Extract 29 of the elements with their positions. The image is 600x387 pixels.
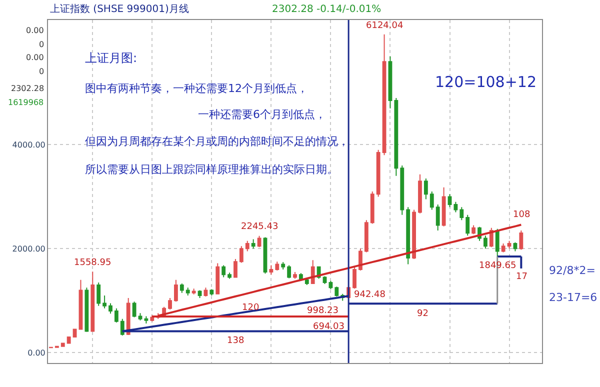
annotation: 但因为月周都存在某个月或周的内部时间不足的情况，	[85, 135, 349, 148]
annotation: 120=108+12	[435, 73, 536, 91]
annotation: 17	[516, 272, 528, 282]
y-tick-label: 2000.00	[12, 244, 46, 254]
text: 0	[39, 40, 44, 49]
annotation: 所以需要从日图上跟踪同样原理推算出的实际日期。	[85, 163, 338, 176]
annotation: 一种还需要6个月到低点，	[198, 108, 326, 121]
text: 23-17=6	[549, 291, 598, 304]
annotation: 942.48	[354, 290, 386, 300]
text: 0	[39, 67, 44, 76]
annotation: 108	[513, 210, 530, 220]
y-tick-label: 0.00	[28, 348, 46, 358]
text: 92/8*2=	[549, 264, 596, 277]
annotation: 92	[417, 309, 428, 319]
y-tick-label: 4000.00	[12, 140, 46, 150]
annotation: 2245.43	[241, 222, 278, 232]
text: 2302.28	[11, 84, 44, 93]
annotation: 138	[227, 336, 244, 346]
annotation: 120	[242, 303, 260, 313]
annotation: 1849.65	[479, 261, 516, 271]
annotation: 998.23	[307, 306, 338, 316]
text: 1619968	[8, 98, 44, 107]
annotation: 1558.95	[74, 258, 112, 268]
annotation: 图中有两种节奏，一种还需要12个月到低点，	[85, 82, 308, 95]
annotation: 694.03	[313, 322, 344, 332]
chart-subtitle: 2302.28 -0.14/-0.01%	[272, 4, 382, 15]
annotation: 上证月图:	[85, 51, 138, 65]
chart-title: 上证指数 (SHSE 999001)月线	[50, 3, 189, 15]
annotation: 6124.04	[366, 21, 404, 31]
